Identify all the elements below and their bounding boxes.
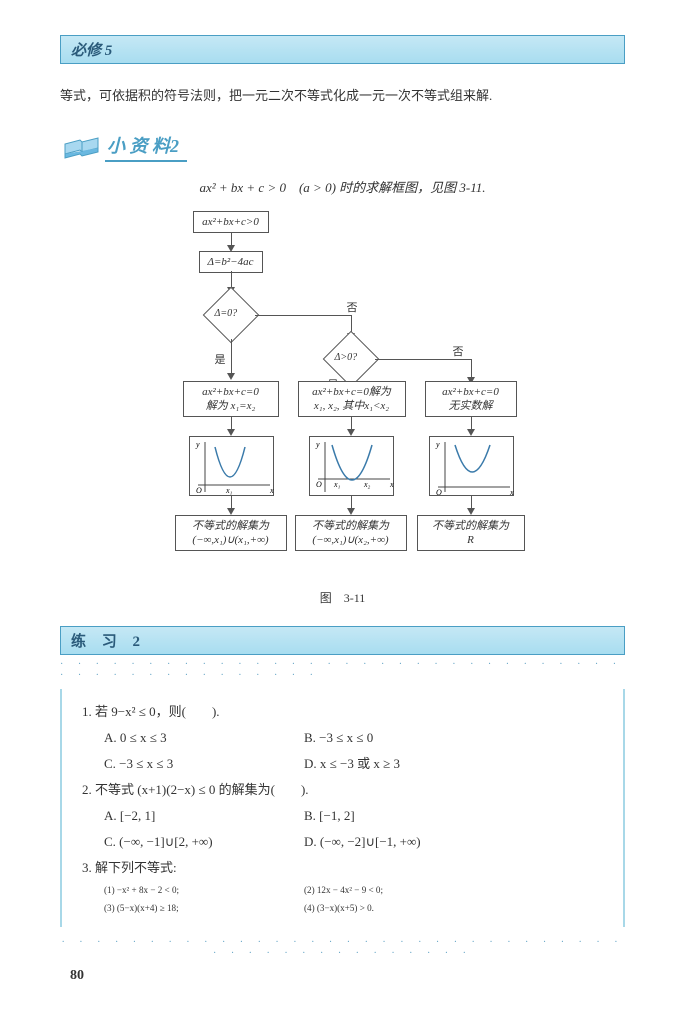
fc-graph-right: x y O [429, 436, 514, 496]
book-icon [60, 132, 105, 162]
svg-text:y: y [435, 440, 440, 449]
fc-graph-mid: x y O x₁ x₂ [309, 436, 394, 496]
fc-result-mid: 不等式的解集为 (−∞,x₁)∪(x₂,+∞) [295, 515, 407, 552]
q3-sub-3: (3) (5−x)(x+4) ≥ 18; [104, 899, 304, 917]
question-1: 1. 若 9−x² ≤ 0，则( ). [82, 699, 603, 725]
fc-arrow [231, 339, 232, 375]
svg-text:y: y [315, 440, 320, 449]
fc-graph-left: x y O x₁ [189, 436, 274, 496]
q3-sub-2: (2) 12x − 4x² − 9 < 0; [304, 881, 504, 899]
fc-no-label: 否 [453, 343, 464, 359]
fc-arrow [255, 315, 351, 316]
fc-no-label: 否 [347, 299, 358, 315]
fc-arrowhead [227, 429, 235, 436]
q2-opt-c: C. (−∞, −1]∪[2, +∞) [104, 829, 304, 855]
fc-arrowhead [347, 429, 355, 436]
q1-opt-a: A. 0 ≤ x ≤ 3 [104, 725, 304, 751]
fc-start-box: ax²+bx+c>0 [193, 211, 269, 233]
q2-opt-b: B. [−1, 2] [304, 803, 504, 829]
q2-opt-d: D. (−∞, −2]∪[−1, +∞) [304, 829, 504, 855]
fc-result-right: 不等式的解集为 R [417, 515, 525, 552]
fc-diamond-gt-text: Δ>0? [335, 352, 358, 363]
svg-text:O: O [436, 488, 442, 497]
q1-opt-b: B. −3 ≤ x ≤ 0 [304, 725, 504, 751]
flowchart: ax²+bx+c>0 Δ=b²−4ac Δ=0? 是 否 Δ>0? 是 否 ax… [153, 211, 533, 581]
q1-opt-d: D. x ≤ −3 或 x ≥ 3 [304, 751, 504, 777]
fc-yes-label: 是 [215, 351, 226, 367]
fc-arrowhead [347, 508, 355, 515]
fc-arrow [375, 359, 471, 360]
svg-text:x: x [509, 488, 514, 497]
fc-diamond-eq-text: Δ=0? [215, 308, 238, 319]
footer-dots: · · · · · · · · · · · · · · · · · · · · … [60, 937, 625, 959]
q3-sub-4: (4) (3−x)(x+5) > 0. [304, 899, 504, 917]
ziliao-heading: 小 资 料2 [60, 132, 685, 162]
fc-arrowhead [227, 373, 235, 380]
svg-text:x₁: x₁ [225, 486, 233, 495]
svg-text:x: x [269, 486, 274, 495]
svg-text:x₁: x₁ [333, 480, 341, 489]
figure-caption: 图 3-11 [0, 589, 685, 606]
chapter-title: 必修 5 [71, 43, 112, 59]
fc-branch-mid: ax²+bx+c=0解为 x₁, x₂, 其中x₁<x₂ [298, 381, 406, 418]
fc-arrowhead [467, 429, 475, 436]
q3-sub-1: (1) −x² + 8x − 2 < 0; [104, 881, 304, 899]
q1-opt-c: C. −3 ≤ x ≤ 3 [104, 751, 304, 777]
ziliao-title: 小 资 料2 [105, 132, 187, 162]
svg-text:y: y [195, 440, 200, 449]
fc-arrow [471, 359, 472, 379]
svg-text:O: O [316, 480, 322, 489]
question-3: 3. 解下列不等式: [82, 855, 603, 881]
fc-arrowhead [467, 508, 475, 515]
fc-delta-box: Δ=b²−4ac [199, 251, 263, 273]
lianxi-header: 练 习 2 [60, 626, 625, 655]
q2-opt-a: A. [−2, 1] [104, 803, 304, 829]
page-number: 80 [70, 968, 84, 984]
intro-text: 等式，可依据积的符号法则，把一元二次不等式化成一元一次不等式组来解. [60, 86, 625, 107]
formula-caption: ax² + bx + c > 0 (a > 0) 时的求解框图，见图 3-11. [60, 177, 625, 196]
exercise-block: 1. 若 9−x² ≤ 0，则( ). A. 0 ≤ x ≤ 3 B. −3 ≤… [60, 689, 625, 927]
lianxi-title: 练 习 2 [71, 634, 146, 650]
dots-row: · · · · · · · · · · · · · · · · · · · · … [60, 659, 625, 681]
question-2: 2. 不等式 (x+1)(2−x) ≤ 0 的解集为( ). [82, 777, 603, 803]
fc-arrowhead [227, 508, 235, 515]
chapter-header: 必修 5 [60, 35, 625, 64]
svg-text:x₂: x₂ [363, 480, 371, 489]
fc-branch-left: ax²+bx+c=0 解为 x₁=x₂ [183, 381, 279, 418]
fc-result-left: 不等式的解集为 (−∞,x₁)∪(x₁,+∞) [175, 515, 287, 552]
svg-text:x: x [389, 480, 394, 489]
fc-branch-right: ax²+bx+c=0 无实数解 [425, 381, 517, 418]
svg-text:O: O [196, 486, 202, 495]
